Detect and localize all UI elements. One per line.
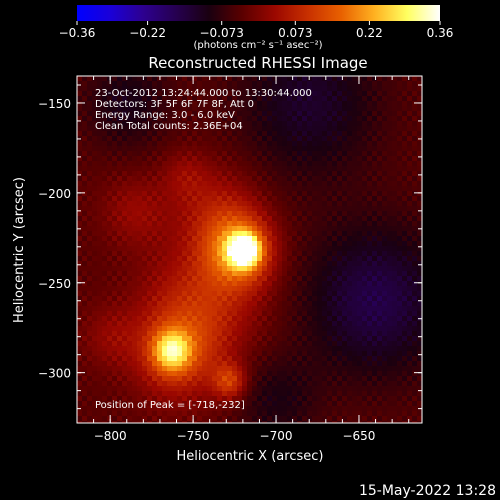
plot-frame (76, 75, 423, 424)
colorbar-unit-label: (photons cm⁻² s⁻¹ asec⁻²) (193, 40, 322, 51)
x-axis-label: Heliocentric X (arcsec) (177, 449, 324, 464)
peak-label: Position of Peak = [-718,-232] (95, 400, 245, 411)
info-text: 23-Oct-2012 13:24:44.000 to 13:30:44.000… (95, 88, 312, 132)
x-tick-label: −650 (342, 429, 375, 443)
colorbar-tick-label: 0.22 (356, 26, 383, 40)
y-axis: −150 −200 −250 −300 (38, 84, 422, 410)
x-tick-label: −750 (177, 429, 210, 443)
colorbar: −0.36 −0.22 −0.073 0.073 0.22 0.36 (photons c… (59, 5, 454, 51)
info-line: Energy Range: 3.0 - 6.0 keV (95, 110, 235, 121)
x-tick-label: −800 (94, 429, 127, 443)
x-axis: −800 −750 −700 −650 (93, 76, 410, 443)
colorbar-tick-label: −0.36 (59, 26, 96, 40)
info-line: 23-Oct-2012 13:24:44.000 to 13:30:44.000 (95, 88, 312, 99)
info-line: Detectors: 3F 5F 6F 7F 8F, Att 0 (95, 99, 254, 110)
colorbar-ticks: −0.36 −0.22 −0.073 0.073 0.22 0.36 (59, 21, 454, 40)
chart-title: Reconstructed RHESSI Image (148, 54, 367, 72)
timestamp: 15-May-2022 13:28 (359, 483, 496, 499)
colorbar-tick-label: 0.073 (278, 26, 312, 40)
colorbar-tick-label: −0.073 (199, 26, 243, 40)
colorbar-tick-label: 0.36 (427, 26, 454, 40)
y-tick-label: −250 (38, 277, 71, 291)
x-tick-label: −700 (260, 429, 293, 443)
colorbar-gradient (77, 5, 440, 21)
colorbar-tick-label: −0.22 (129, 26, 166, 40)
y-axis-label: Heliocentric Y (arcsec) (12, 177, 27, 323)
y-tick-label: −150 (38, 97, 71, 111)
y-tick-label: −200 (38, 187, 71, 201)
heatmap-image (77, 76, 422, 423)
info-line: Clean Total counts: 2.36E+04 (95, 121, 243, 132)
y-tick-label: −300 (38, 367, 71, 381)
